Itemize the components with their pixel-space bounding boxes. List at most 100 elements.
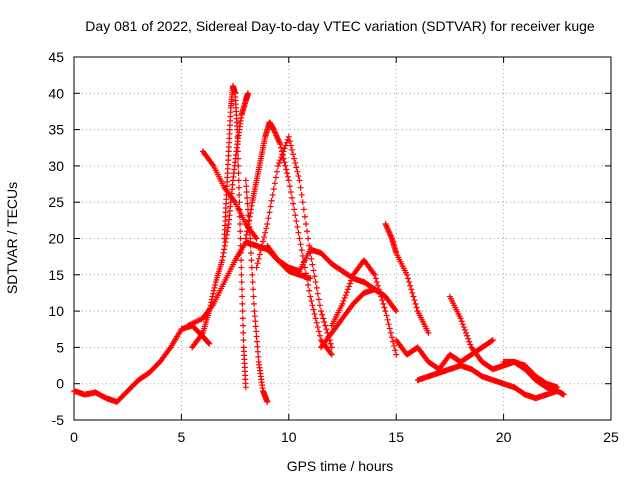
data-point [283, 139, 290, 146]
data-point [328, 351, 335, 358]
data-point [251, 308, 258, 315]
data-point [235, 170, 242, 177]
data-point [258, 242, 265, 249]
data-point [386, 325, 393, 332]
data-point [342, 292, 349, 299]
data-point [306, 242, 313, 249]
data-point [391, 342, 398, 349]
data-point [385, 321, 392, 328]
data-point [249, 271, 256, 278]
data-point [279, 151, 286, 158]
data-point [315, 296, 322, 303]
tick-layer: 0 5 10 15 20 25 -5 0 5 10 15 20 25 30 35 40 45 [48, 49, 619, 445]
data-point [293, 218, 300, 225]
data-point [255, 353, 262, 360]
data-point [465, 335, 472, 342]
data-point [238, 279, 245, 286]
data-point [239, 300, 246, 307]
y-tick-label: 25 [48, 194, 64, 210]
x-tick-label: 20 [496, 429, 512, 445]
y-tick-label: -5 [52, 412, 65, 428]
data-point [379, 297, 386, 304]
data-point [285, 177, 292, 184]
data-point [268, 197, 275, 204]
data-point [296, 235, 303, 242]
data-point [235, 162, 242, 169]
data-point [245, 218, 252, 225]
data-point [380, 300, 387, 307]
data-point [247, 242, 254, 249]
data-point [308, 297, 315, 304]
data-point [467, 341, 474, 348]
data-point [264, 398, 271, 405]
data-point [306, 287, 313, 294]
data-point [376, 286, 383, 293]
data-point [254, 260, 261, 267]
data-point [276, 159, 283, 166]
data-point [257, 247, 264, 254]
data-point [405, 275, 412, 282]
data-point [289, 146, 296, 153]
data-point [298, 191, 305, 198]
data-point [283, 166, 290, 173]
data-point [252, 318, 259, 325]
x-tick-label: 15 [388, 429, 404, 445]
data-point [261, 234, 268, 241]
data-point [339, 300, 346, 307]
data-point [387, 329, 394, 336]
data-point [244, 206, 251, 213]
data-point [240, 329, 247, 336]
data-point [235, 177, 242, 184]
data-point [255, 255, 262, 262]
data-point [305, 235, 312, 242]
data-layer [71, 83, 567, 405]
data-point [250, 286, 257, 293]
data-point [403, 271, 410, 278]
data-point [307, 275, 314, 282]
series-track-11 [328, 257, 400, 358]
data-point [297, 184, 304, 191]
data-point [372, 275, 379, 282]
data-point [221, 246, 228, 253]
data-point [459, 321, 466, 328]
data-point [308, 255, 315, 262]
data-point [298, 247, 305, 254]
data-point [289, 194, 296, 201]
chart-title: Day 081 of 2022, Sidereal Day-to-day VTE… [85, 18, 595, 34]
data-point [297, 241, 304, 248]
data-point [313, 284, 320, 291]
data-point [284, 170, 291, 177]
data-point [488, 337, 495, 344]
data-point [275, 162, 282, 169]
data-point [381, 304, 388, 311]
data-point [211, 284, 218, 291]
data-point [262, 229, 269, 236]
data-point [219, 257, 226, 264]
data-point [311, 311, 318, 318]
data-point [269, 191, 276, 198]
data-point [384, 316, 391, 323]
data-point [392, 347, 399, 354]
series-track-9 [264, 242, 389, 300]
data-point [238, 264, 245, 271]
data-point [237, 220, 244, 227]
data-point [313, 319, 320, 326]
data-point [212, 281, 219, 288]
data-point [222, 239, 229, 246]
data-point [265, 215, 272, 222]
data-point [309, 302, 316, 309]
data-point [341, 295, 348, 302]
data-point [260, 238, 267, 245]
data-point [328, 344, 335, 351]
data-point [247, 250, 254, 257]
data-point [248, 257, 255, 264]
data-point [256, 251, 263, 258]
x-tick-label: 0 [70, 429, 78, 445]
data-point [291, 206, 298, 213]
data-point [293, 164, 300, 171]
data-point [280, 148, 287, 155]
y-tick-label: 15 [48, 267, 64, 283]
y-tick-label: 0 [56, 376, 64, 392]
data-point [239, 315, 246, 322]
data-point [250, 293, 257, 300]
